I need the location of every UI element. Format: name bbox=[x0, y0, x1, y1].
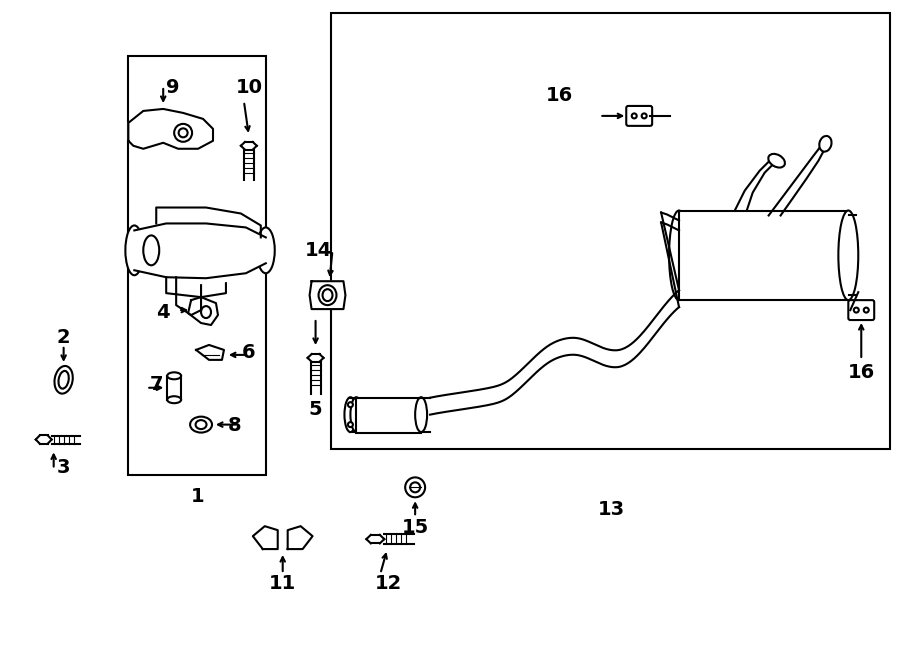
Text: 11: 11 bbox=[269, 574, 296, 594]
Ellipse shape bbox=[350, 397, 363, 432]
Ellipse shape bbox=[143, 235, 159, 265]
Text: 15: 15 bbox=[401, 518, 428, 537]
Ellipse shape bbox=[405, 477, 425, 497]
Text: 2: 2 bbox=[57, 329, 70, 348]
Ellipse shape bbox=[167, 396, 181, 403]
Ellipse shape bbox=[190, 416, 212, 432]
Ellipse shape bbox=[669, 210, 689, 300]
Ellipse shape bbox=[839, 210, 859, 300]
Text: 6: 6 bbox=[242, 344, 256, 362]
Polygon shape bbox=[188, 297, 218, 325]
Text: 3: 3 bbox=[57, 458, 70, 477]
Ellipse shape bbox=[256, 227, 274, 273]
Text: 16: 16 bbox=[546, 87, 573, 106]
Ellipse shape bbox=[55, 366, 73, 393]
Ellipse shape bbox=[410, 483, 420, 492]
Ellipse shape bbox=[201, 306, 211, 318]
Bar bbox=[679, 210, 849, 300]
Polygon shape bbox=[253, 526, 278, 549]
Ellipse shape bbox=[415, 397, 428, 432]
Bar bbox=[330, 13, 890, 449]
Ellipse shape bbox=[348, 422, 353, 427]
Ellipse shape bbox=[854, 307, 859, 313]
Ellipse shape bbox=[769, 154, 785, 167]
Ellipse shape bbox=[632, 114, 636, 118]
Text: 4: 4 bbox=[157, 303, 170, 322]
Text: 14: 14 bbox=[305, 241, 332, 260]
Ellipse shape bbox=[642, 114, 647, 118]
Ellipse shape bbox=[175, 124, 192, 142]
Text: 7: 7 bbox=[149, 375, 163, 394]
Ellipse shape bbox=[319, 285, 337, 305]
Ellipse shape bbox=[345, 397, 356, 432]
Ellipse shape bbox=[125, 225, 143, 275]
Ellipse shape bbox=[348, 402, 353, 407]
Polygon shape bbox=[288, 526, 312, 549]
Text: 10: 10 bbox=[235, 77, 262, 97]
Ellipse shape bbox=[195, 420, 206, 429]
Ellipse shape bbox=[819, 136, 832, 151]
Ellipse shape bbox=[322, 289, 332, 301]
Text: 9: 9 bbox=[166, 77, 180, 97]
Polygon shape bbox=[196, 345, 224, 360]
Ellipse shape bbox=[178, 128, 187, 137]
Bar bbox=[167, 376, 181, 400]
Text: 1: 1 bbox=[192, 486, 205, 506]
FancyBboxPatch shape bbox=[849, 300, 874, 320]
Text: 13: 13 bbox=[598, 500, 625, 519]
FancyBboxPatch shape bbox=[626, 106, 652, 126]
Polygon shape bbox=[134, 223, 266, 278]
Bar bbox=[356, 398, 421, 432]
Ellipse shape bbox=[167, 372, 181, 379]
Bar bbox=[129, 56, 266, 475]
Ellipse shape bbox=[864, 307, 868, 313]
Text: 8: 8 bbox=[228, 416, 242, 435]
Polygon shape bbox=[310, 281, 346, 309]
Text: 16: 16 bbox=[848, 364, 875, 382]
Text: 12: 12 bbox=[374, 574, 402, 594]
Text: 5: 5 bbox=[309, 400, 322, 419]
Ellipse shape bbox=[58, 371, 68, 389]
Polygon shape bbox=[129, 109, 213, 149]
